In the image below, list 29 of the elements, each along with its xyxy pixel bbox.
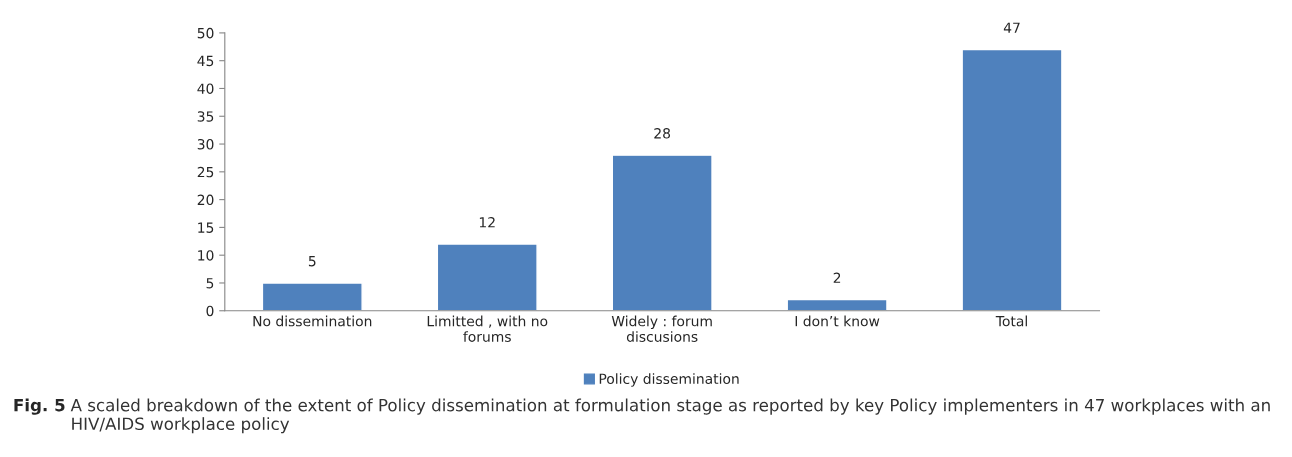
bar [961,48,1063,311]
x-tick-label: Widely : forum discusions [611,315,712,342]
text: A scaled breakdown of the extent of Policy dissemination at formulation stage as reported by key Policy implementers in 47 workplaces with an HIV/AIDS workplace policy [70,398,1270,434]
y-tick-label: 35 [197,111,214,122]
x-tick-label: Total [995,315,1027,327]
data-label: 28 [654,128,671,139]
y-tick-label: 45 [197,55,214,67]
y-tick-label: 40 [197,83,214,94]
y-tick-label: 50 [197,27,214,39]
y-tick-label: 5 [206,278,214,289]
y-tick-label: 30 [197,139,214,150]
y-tick-label: 0 [206,305,214,317]
y-tick-label: 15 [198,222,214,233]
x-tick-label: I don’t know [795,315,880,327]
y-tick-label: 25 [197,166,214,178]
bar [261,282,363,311]
data-label: 5 [308,256,316,267]
x-tick-label: Limitted , with no forums [427,315,548,342]
bar [611,154,713,311]
bar [436,243,538,311]
data-label: 2 [833,272,841,283]
x-tick-label: No dissemination [253,315,372,327]
caption: Fig. 5 [14,398,65,415]
data-label: 47 [1003,22,1020,33]
y-tick-label: 10 [198,250,214,261]
bar [786,298,888,311]
y-tick-label: 20 [197,194,214,206]
legend-label: Policy dissemination [599,373,739,387]
data-label: 12 [479,216,495,228]
